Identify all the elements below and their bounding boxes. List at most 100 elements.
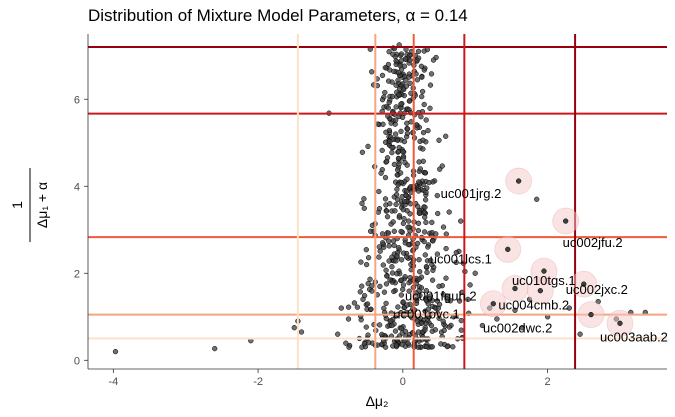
highlighted-point [512, 285, 518, 292]
data-point [361, 341, 368, 347]
data-point [456, 298, 463, 304]
data-point [458, 327, 464, 333]
highlighted-point [617, 320, 623, 326]
data-point [394, 186, 400, 192]
data-point [577, 331, 583, 337]
data-point [386, 99, 392, 106]
data-point [386, 243, 392, 249]
data-point [365, 143, 371, 150]
point-label: uc002jfu.2 [563, 235, 623, 250]
y-tick-label: 6 [74, 94, 80, 106]
data-point [391, 288, 397, 295]
x-tick-label: 0 [400, 376, 406, 388]
data-point [369, 288, 375, 294]
data-point [385, 105, 391, 111]
data-point [398, 101, 404, 107]
data-point [443, 245, 449, 252]
data-point [389, 270, 396, 276]
data-point [408, 90, 414, 96]
data-point [345, 304, 352, 310]
data-point [443, 231, 449, 237]
data-point [417, 292, 423, 299]
data-point [423, 288, 430, 294]
data-point [423, 219, 429, 226]
data-point [377, 283, 383, 290]
data-point [394, 271, 400, 277]
data-point [519, 325, 525, 331]
data-point [423, 189, 429, 196]
data-point [389, 254, 395, 260]
highlighted-point [581, 281, 587, 287]
data-point [422, 170, 428, 176]
data-point [369, 222, 376, 229]
data-point [440, 318, 446, 324]
data-point [419, 88, 426, 95]
x-tick-label: 2 [545, 376, 551, 388]
data-point [376, 188, 382, 195]
data-point [351, 300, 358, 306]
data-point [403, 192, 409, 199]
data-point [404, 162, 410, 168]
data-point [398, 128, 404, 135]
data-point [365, 332, 371, 338]
data-point [367, 276, 373, 282]
data-point [427, 105, 433, 111]
data-point [405, 241, 412, 248]
data-point [383, 281, 390, 287]
data-point [566, 305, 572, 311]
data-point [450, 344, 456, 350]
chart-title: Distribution of Mixture Model Parameters… [88, 6, 468, 25]
point-label: uc002jxc.2 [566, 282, 628, 297]
y-tick-label: 2 [74, 268, 80, 280]
data-point [402, 343, 409, 349]
data-point [385, 230, 392, 236]
point-labels: uc001jrg.2 uc002jfu.2 uc001lcs.1 uc010tgs.1… [393, 186, 668, 344]
point-label: uc001fguh.2 [405, 289, 477, 304]
data-point [396, 245, 402, 251]
data-point [443, 275, 449, 281]
data-point [401, 138, 408, 145]
data-point [479, 322, 486, 329]
data-point [414, 77, 421, 83]
data-point [359, 283, 365, 289]
data-point [434, 192, 440, 199]
data-point [381, 289, 388, 295]
data-point [385, 78, 392, 84]
data-point [379, 72, 386, 79]
data-point [395, 182, 401, 188]
data-point [467, 282, 473, 288]
data-point [382, 139, 389, 145]
data-point [404, 130, 411, 137]
point-label: uc004cmb.2 [498, 298, 569, 313]
data-point [419, 93, 425, 100]
data-point [395, 155, 402, 162]
data-point [465, 296, 471, 303]
x-axis-ticks: -4 -2 0 2 [108, 369, 551, 388]
data-point [436, 137, 442, 143]
data-point [453, 259, 459, 266]
data-point [384, 273, 390, 279]
data-point [422, 214, 428, 220]
data-point [417, 166, 424, 172]
data-point [345, 316, 352, 322]
data-point [391, 161, 398, 168]
data-point [386, 49, 392, 55]
data-point [379, 231, 386, 237]
data-point [365, 255, 372, 261]
point-label: uc003aab.2 [600, 329, 668, 344]
data-point [421, 67, 427, 73]
data-point [458, 218, 464, 224]
point-label: uc001lcs.1 [430, 251, 492, 266]
data-point [398, 277, 405, 283]
data-point [378, 170, 384, 176]
data-point [379, 97, 386, 103]
data-point [361, 196, 367, 202]
data-point [379, 331, 385, 338]
data-point [429, 219, 435, 226]
data-point [360, 296, 366, 303]
data-point [400, 220, 407, 227]
data-point [418, 320, 425, 326]
data-point [423, 343, 430, 350]
data-point [430, 57, 437, 63]
